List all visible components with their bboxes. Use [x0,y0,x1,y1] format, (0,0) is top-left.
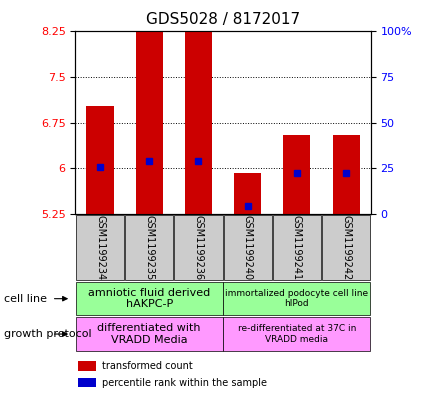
Text: re-differentiated at 37C in
VRADD media: re-differentiated at 37C in VRADD media [237,324,355,344]
Bar [233,173,261,214]
Bar [76,215,124,280]
Text: cell line: cell line [4,294,47,304]
Bar [125,215,173,280]
Text: GSM1199241: GSM1199241 [291,215,301,280]
Text: growth protocol: growth protocol [4,329,92,339]
Text: amniotic fluid derived
hAKPC-P: amniotic fluid derived hAKPC-P [88,288,210,309]
Bar [78,378,96,387]
Bar [223,215,271,280]
Bar [174,215,222,280]
Bar [223,282,369,315]
Text: GSM1199234: GSM1199234 [95,215,105,280]
Text: GSM1199242: GSM1199242 [340,215,350,280]
Bar [223,318,369,351]
Bar [76,318,222,351]
Bar [332,135,359,214]
Text: GSM1199235: GSM1199235 [144,215,154,280]
Text: immortalized podocyte cell line
hIPod: immortalized podocyte cell line hIPod [225,289,368,309]
Bar [272,215,320,280]
Bar [86,107,113,214]
Text: GSM1199240: GSM1199240 [242,215,252,280]
Bar [135,24,163,214]
Text: percentile rank within the sample: percentile rank within the sample [102,378,266,388]
Bar [321,215,369,280]
Text: differentiated with
VRADD Media: differentiated with VRADD Media [97,323,200,345]
Text: GSM1199236: GSM1199236 [193,215,203,280]
Text: transformed count: transformed count [102,361,192,371]
Bar [184,26,212,214]
Title: GDS5028 / 8172017: GDS5028 / 8172017 [146,13,299,28]
Bar [78,361,96,371]
Bar [76,282,222,315]
Bar [283,135,310,214]
